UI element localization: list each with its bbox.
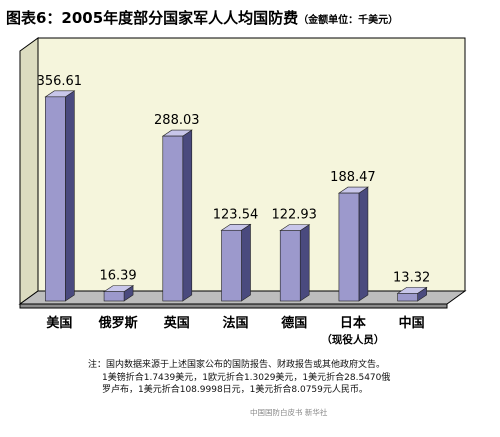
value-label: 288.03: [154, 113, 200, 128]
bar-front: [279, 230, 301, 302]
bar-front: [162, 135, 184, 302]
value-label: 13.32: [393, 270, 430, 285]
category-label: 日本: [340, 315, 366, 331]
category-sublabel: （现役人员）: [321, 333, 384, 346]
value-label: 123.54: [213, 207, 259, 222]
chart-back-wall: [37, 37, 466, 292]
bar-front: [397, 293, 418, 302]
bar-6: [337, 186, 369, 302]
bar-4: [220, 223, 252, 302]
footnote-line-2: 1美镑折合1.7439美元，1欧元折合1.3029美元，1美元折合28.5470…: [102, 372, 391, 383]
value-label: 16.39: [99, 269, 136, 284]
chart-title-main: 图表6：2005年度部分国家军人人均国防费: [6, 9, 299, 27]
bar-side: [299, 224, 310, 302]
chart-side-wall: [19, 37, 39, 305]
bar-side: [358, 186, 369, 302]
footnote-line-3: 罗卢布，1美元折合108.9998日元，1美元折合8.0759元人民币。: [102, 385, 368, 395]
bar-chart: 356.61 美国 16.39 俄罗斯 288.03 英国 123.54 法国 122.93 德国…: [18, 37, 467, 346]
footnote-line-1: 注：国内数据来源于上述国家公布的国防报告、财政报告或其他政府文告。: [88, 360, 386, 370]
bar-3: [161, 129, 193, 302]
bar-front: [45, 96, 66, 302]
category-label: 英国: [163, 315, 190, 331]
bar-side: [241, 223, 251, 302]
chart-title-unit: （金额单位：千美元）: [298, 15, 399, 26]
bar-side: [182, 129, 193, 302]
bar-front: [103, 291, 125, 302]
category-label: 中国: [399, 315, 425, 331]
bar-7: [396, 286, 428, 302]
chart-floor-edge: [19, 303, 448, 309]
bar-1: [44, 90, 76, 302]
bar-front: [221, 229, 242, 302]
footnote: 注：国内数据来源于上述国家公布的国防报告、财政报告或其他政府文告。 1美镑折合1…: [88, 359, 488, 397]
source-credit: 中国国防白皮书 新华社: [250, 408, 328, 417]
value-label: 122.93: [271, 208, 317, 223]
bar-5: [279, 224, 311, 302]
category-label: 美国: [46, 315, 72, 331]
value-label: 356.61: [37, 74, 83, 89]
category-label: 德国: [281, 315, 307, 331]
category-label: 俄罗斯: [98, 315, 138, 331]
chart-title: 图表6：2005年度部分国家军人人均国防费（金额单位：千美元）: [6, 7, 398, 28]
category-label: 法国: [222, 315, 248, 331]
bar-2: [103, 285, 135, 302]
bar-side: [65, 90, 75, 302]
bar-front: [338, 192, 360, 302]
value-label: 188.47: [330, 170, 376, 185]
